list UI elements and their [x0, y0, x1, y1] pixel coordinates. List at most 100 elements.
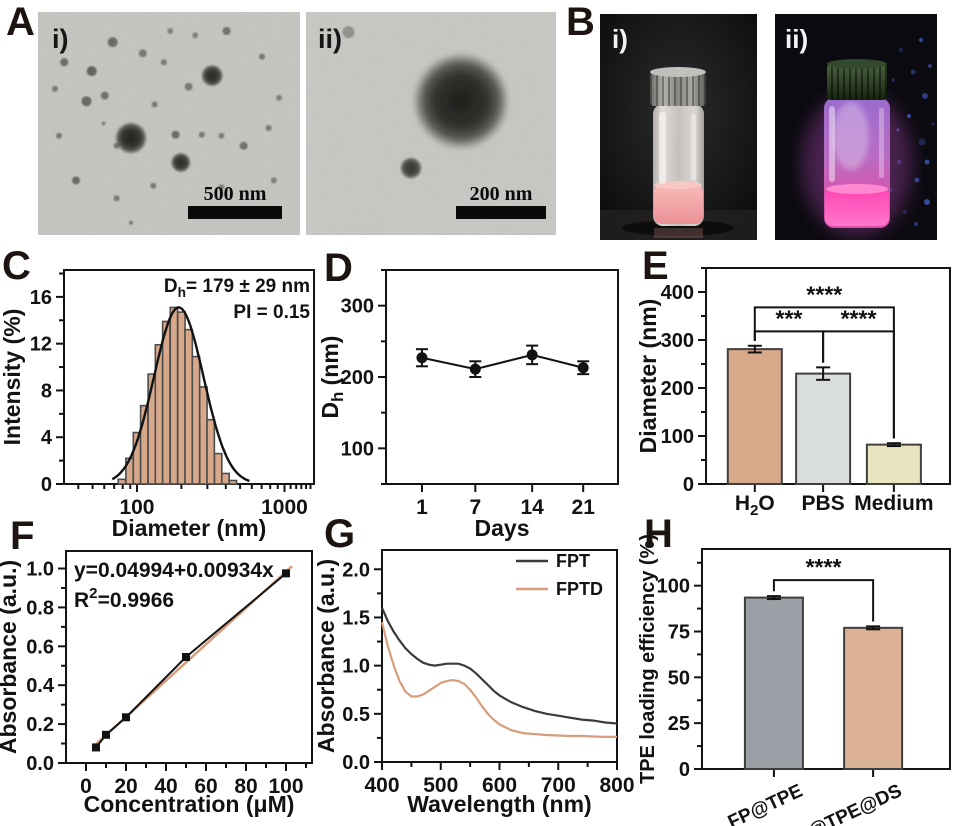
y-tick-label: 25: [668, 713, 690, 735]
significance-bracket: [772, 579, 875, 622]
nanoparticle: [218, 184, 225, 191]
histogram-bar: [213, 452, 223, 485]
category-label: H2O: [735, 492, 775, 519]
x-axis-label: Concentration (μM): [84, 791, 295, 817]
nanoparticle: [259, 53, 265, 60]
y-axis-label: Diameter (nm): [635, 299, 661, 454]
nanoparticle: [414, 54, 508, 149]
nanoparticle: [100, 91, 109, 100]
cap-ridges: [827, 64, 887, 100]
liquid-surface: [654, 181, 702, 189]
x-tick-label: 700: [541, 774, 576, 797]
tem-image-ii: ii) 200 nm: [306, 12, 556, 235]
dh-annotation: Dh= 179 ± 29 nm: [164, 276, 310, 300]
y-tick-label: 0.8: [26, 597, 54, 619]
uv-speckle: [924, 199, 930, 205]
stability-line-chart: 100 200 300 Dh (nm) 1 7 14 21 Days: [317, 269, 619, 541]
y-tick-label: 0.0: [342, 752, 370, 774]
plot-frame: [701, 548, 951, 770]
nanoparticle: [192, 32, 199, 39]
bar: [795, 372, 852, 485]
glass-highlight: [879, 108, 884, 178]
panel-e-label: E: [642, 244, 669, 288]
glass-highlight: [659, 112, 666, 184]
y-tick-label: 1.0: [26, 559, 54, 581]
legend-label: FPTD: [556, 579, 603, 599]
nanoparticle: [52, 85, 58, 92]
r-squared: R2=0.9966: [74, 585, 174, 612]
nanoparticle: [150, 182, 157, 189]
y-tick-label: 0.4: [26, 675, 55, 697]
glass-highlight: [829, 106, 835, 182]
category-label: FP@TPE@DS: [783, 780, 905, 826]
y-tick-label: 1.5: [342, 607, 370, 629]
y-tick-label: 200: [341, 367, 374, 389]
significance-label: ***: [776, 305, 803, 331]
uv-speckles: [889, 38, 935, 227]
significance-label: ****: [841, 305, 877, 331]
category-label: PBS: [802, 492, 845, 515]
histogram-bar: [221, 472, 230, 485]
y-tick-label: 100: [661, 426, 694, 448]
y-tick-label: 300: [661, 330, 694, 352]
x-tick-label: 40: [154, 775, 177, 798]
vial-shadow: [622, 220, 734, 236]
histogram-bar: [191, 355, 201, 485]
histogram-bar: [184, 328, 194, 485]
uv-speckle: [931, 122, 935, 126]
subpanel-i-label: i): [612, 24, 628, 54]
vial-photo-uv: ii): [775, 14, 937, 240]
nanoparticle: [138, 49, 147, 58]
y-tick-label: 4: [41, 427, 53, 449]
nanoparticle: [129, 220, 133, 225]
histogram-bar: [198, 386, 208, 485]
y-tick-label: 12: [30, 334, 52, 356]
scale-bar-label-200: 200 nm: [470, 183, 533, 205]
data-line: [421, 353, 584, 371]
nanoparticle: [60, 58, 69, 67]
x-tick-label: 500: [423, 774, 458, 797]
tem-noise: [38, 12, 300, 235]
y-tick-label: 16: [30, 287, 52, 309]
nanoparticle: [198, 131, 205, 138]
y-tick-label: 0.2: [26, 714, 54, 736]
uv-speckle: [924, 159, 930, 165]
histogram-bar: [228, 479, 238, 485]
nanoparticle: [167, 28, 174, 34]
uv-speckle: [918, 138, 926, 146]
y-tick-label: 75: [668, 622, 690, 644]
nanoparticle: [265, 125, 272, 131]
panel-f-label: F: [10, 514, 35, 558]
bar: [843, 626, 904, 771]
nanoparticle: [113, 142, 120, 149]
cap-top: [650, 67, 706, 77]
nanoparticle: [222, 27, 231, 35]
x-axis-label: Days: [475, 515, 530, 541]
scale-bar-200: [456, 206, 546, 219]
y-tick-label: 8: [41, 380, 52, 402]
data-point: [102, 730, 110, 739]
y-tick-label: 0.0: [26, 753, 54, 775]
uv-speckle: [899, 48, 903, 52]
x-axis-label: Wavelength (nm): [407, 791, 591, 817]
pi-annotation: PI = 0.15: [233, 302, 310, 323]
plot-frame: [385, 269, 619, 485]
y-tick-label: 400: [661, 282, 694, 304]
gauss-fit-curve: [111, 306, 250, 483]
bar: [743, 596, 804, 771]
nanoparticle: [184, 82, 193, 91]
y-tick-label: 100: [341, 438, 374, 460]
x-tick-label: 80: [234, 775, 257, 798]
y-axis-label: Intensity (%): [0, 309, 25, 446]
x-tick-label: 20: [114, 775, 137, 798]
y-tick-label: 100: [657, 576, 690, 598]
x-tick-label: 0: [80, 775, 92, 798]
x-tick-label: 1: [416, 496, 428, 519]
glass-highlight: [691, 114, 696, 180]
legend-label: FPT: [556, 551, 590, 571]
subpanel-ii-label: ii): [318, 24, 342, 54]
significance-bracket: [822, 330, 895, 439]
histogram-bar: [206, 418, 216, 485]
